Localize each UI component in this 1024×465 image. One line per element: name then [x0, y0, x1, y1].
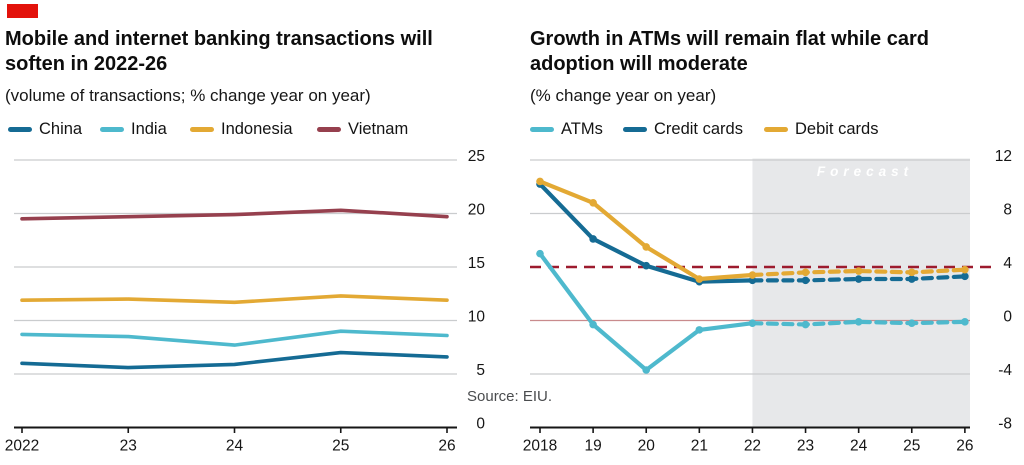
- economist-logo-mark: [7, 4, 38, 18]
- legend-swatch-vietnam: [317, 126, 341, 132]
- y-tick-label: 5: [476, 362, 485, 379]
- series-point-atms: [589, 320, 597, 329]
- x-tick-label: 23: [797, 438, 814, 455]
- x-tick-label: 24: [226, 438, 244, 455]
- x-tick-label: 2018: [523, 438, 557, 455]
- right-chart-title: Growth in ATMs will remain flat while ca…: [530, 28, 929, 75]
- series-point-atms: [854, 318, 863, 326]
- legend-label-indonesia: Indonesia: [221, 119, 293, 138]
- legend-label-atms: ATMs: [561, 119, 603, 138]
- series-line-indonesia: [20, 294, 449, 305]
- legend-label-vietnam: Vietnam: [348, 119, 409, 138]
- series-line-debit-cards-forecast: [750, 267, 968, 278]
- legend-label-india: India: [131, 119, 167, 138]
- legend-swatch-china: [8, 126, 32, 132]
- series-point-atms: [642, 366, 651, 374]
- y-tick-label: 25: [468, 148, 485, 165]
- y-tick-label: 0: [1003, 309, 1012, 326]
- series-point-credit-cards: [801, 276, 810, 285]
- legend-swatch-debit-cards: [764, 126, 788, 132]
- y-tick-label: 12: [995, 148, 1012, 165]
- series-line-atms: [537, 251, 755, 373]
- legend-swatch-atms: [530, 126, 554, 132]
- right-chart-subtitle: (% change year on year): [530, 86, 717, 105]
- x-tick-label: 21: [691, 438, 708, 455]
- y-tick-label: 8: [1003, 202, 1012, 219]
- series-point-credit-cards: [907, 275, 916, 283]
- y-tick-label: 0: [476, 416, 485, 433]
- x-tick-label: 26: [438, 438, 455, 455]
- source-note: Source: EIU.: [467, 388, 553, 405]
- left-chart-title: Mobile and internet banking transactions…: [5, 28, 433, 75]
- legend-item-credit-cards: Credit cards: [623, 120, 743, 138]
- series-point-atms: [907, 319, 916, 327]
- series-line-vietnam: [20, 208, 449, 221]
- series-line-china: [20, 350, 449, 370]
- series-point-debit-cards: [536, 177, 544, 186]
- x-tick-label: 25: [332, 438, 349, 455]
- y-tick-label: -4: [998, 362, 1012, 379]
- series-point-credit-cards: [748, 276, 757, 285]
- series-line-credit-cards-forecast: [750, 274, 968, 283]
- series-point-atms: [536, 249, 544, 258]
- y-tick-label: 20: [468, 202, 486, 219]
- series-point-atms: [748, 319, 757, 327]
- legend-swatch-india: [100, 126, 124, 132]
- series-point-atms: [961, 318, 969, 326]
- legend-item-vietnam: Vietnam: [317, 120, 408, 138]
- x-tick-label: 19: [584, 438, 601, 455]
- legend-label-credit-cards: Credit cards: [654, 119, 743, 138]
- x-tick-label: 2022: [5, 438, 39, 455]
- legend-item-indonesia: Indonesia: [190, 120, 293, 138]
- series-point-debit-cards: [589, 199, 597, 207]
- legend-item-debit-cards: Debit cards: [764, 120, 878, 138]
- y-tick-label: 4: [1003, 255, 1012, 272]
- x-tick-label: 26: [956, 438, 973, 455]
- forecast-label: Forecast: [816, 164, 914, 179]
- legend-swatch-indonesia: [190, 126, 214, 132]
- left-chart-subtitle: (volume of transactions; % change year o…: [5, 86, 371, 105]
- legend-swatch-credit-cards: [623, 126, 647, 132]
- series-point-atms: [695, 326, 704, 334]
- series-point-credit-cards: [854, 275, 863, 283]
- series-point-debit-cards: [961, 265, 969, 274]
- series-line-india: [20, 329, 449, 347]
- x-tick-label: 25: [903, 438, 920, 455]
- legend-item-china: China: [8, 120, 82, 138]
- series-point-debit-cards: [854, 267, 863, 275]
- series-point-debit-cards: [748, 271, 757, 279]
- x-tick-label: 20: [638, 438, 656, 455]
- series-line-atms-forecast: [750, 319, 968, 327]
- legend-label-china: China: [39, 119, 83, 138]
- x-tick-label: 23: [120, 438, 137, 455]
- y-tick-label: 10: [468, 309, 486, 326]
- series-point-credit-cards: [642, 261, 651, 270]
- series-point-credit-cards: [961, 272, 969, 281]
- series-point-debit-cards: [642, 243, 651, 251]
- series-point-debit-cards: [907, 268, 916, 277]
- y-tick-label: 15: [468, 255, 485, 272]
- y-tick-label: -8: [998, 416, 1012, 433]
- series-point-atms: [801, 320, 810, 329]
- legend-item-india: India: [100, 120, 167, 138]
- x-tick-label: 22: [744, 438, 761, 455]
- series-point-debit-cards: [801, 268, 810, 277]
- legend-item-atms: ATMs: [530, 120, 603, 138]
- forecast-region: [752, 158, 970, 428]
- series-point-credit-cards: [589, 235, 597, 243]
- series-point-debit-cards: [695, 275, 704, 283]
- legend-label-debit-cards: Debit cards: [795, 119, 879, 138]
- x-tick-label: 24: [850, 438, 868, 455]
